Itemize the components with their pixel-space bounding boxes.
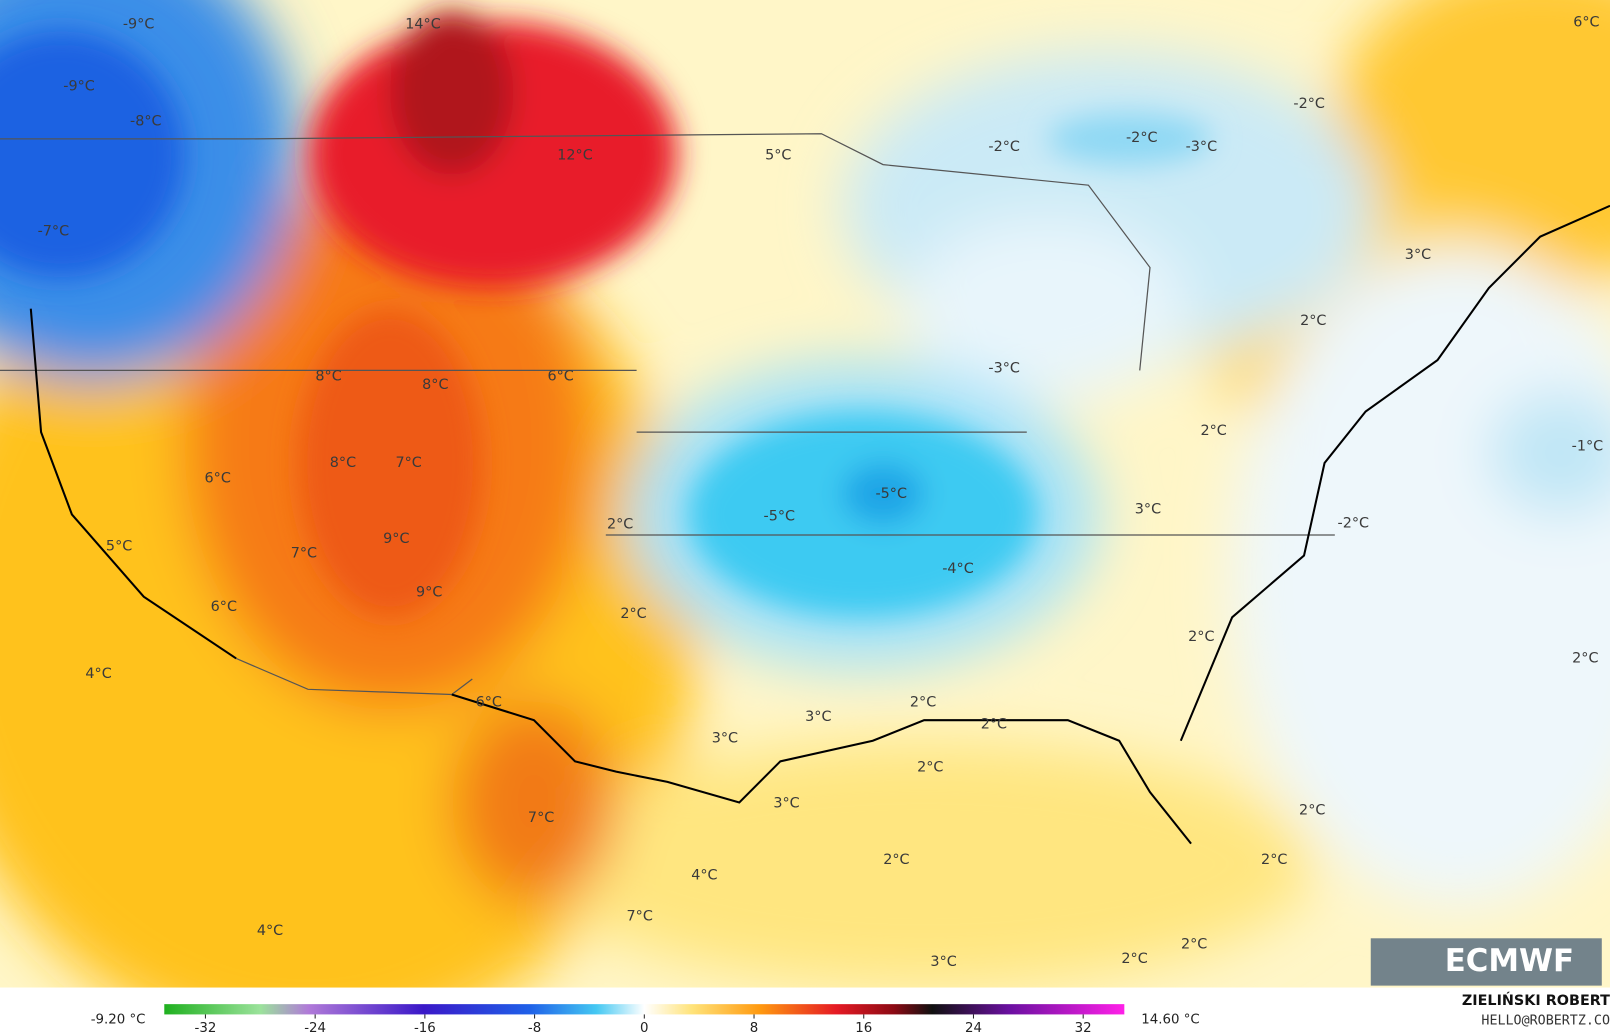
temperature-label: -5°C: [875, 486, 907, 502]
colorbar-max-label: 14.60 °C: [1141, 1013, 1199, 1028]
contact: HELLO@ROBERTZ.CO: [1481, 1014, 1610, 1029]
temperature-label: 2°C: [1299, 803, 1325, 819]
temperature-label: 14°C: [405, 17, 440, 33]
temperature-label: 6°C: [547, 369, 573, 385]
colorbar-min-label: -9.20 °C: [91, 1013, 146, 1028]
temperature-label: -2°C: [988, 139, 1020, 155]
temperature-label: 4°C: [691, 868, 717, 884]
temperature-label: 2°C: [917, 759, 943, 775]
temperature-label: 3°C: [930, 954, 956, 970]
temperature-label: -9°C: [63, 78, 95, 94]
temperature-label: 5°C: [106, 538, 132, 554]
temperature-label: -2°C: [1126, 130, 1158, 146]
colorbar-tick-label: -8: [528, 1021, 541, 1035]
temperature-label: -4°C: [942, 561, 974, 577]
temperature-label: -1°C: [1572, 439, 1604, 455]
temperature-label: 6°C: [205, 470, 231, 486]
logo-box: [1370, 938, 1602, 986]
temperature-label: 4°C: [85, 666, 111, 682]
temperature-label: 7°C: [627, 909, 653, 925]
temperature-label: 8°C: [315, 369, 341, 385]
temperature-label: 8°C: [330, 455, 356, 471]
temperature-label: 7°C: [395, 455, 421, 471]
temperature-label: 2°C: [1188, 629, 1214, 645]
colorbar-tick-label: 32: [1075, 1021, 1092, 1035]
temperature-label: 6°C: [211, 599, 237, 615]
author: ZIELIŃSKI ROBERT: [1462, 991, 1610, 1009]
colorbar-tick-label: -24: [304, 1021, 326, 1035]
temperature-label: 2°C: [1121, 951, 1147, 967]
colorbar-tick-label: 0: [640, 1021, 648, 1035]
colorbar-tick-label: -16: [414, 1021, 436, 1035]
colorbar-tick-label: 16: [855, 1021, 872, 1035]
temperature-label: 3°C: [773, 796, 799, 812]
temperature-label: 2°C: [910, 695, 936, 711]
temperature-label: -2°C: [1293, 96, 1325, 112]
temperature-label: 6°C: [1573, 15, 1599, 31]
temperature-label: -9°C: [123, 17, 155, 33]
temperature-label: 12°C: [557, 147, 592, 163]
temperature-label: 2°C: [1181, 936, 1207, 952]
temperature-label: 9°C: [383, 531, 409, 547]
colorbar-tick-label: 8: [750, 1021, 758, 1035]
temperature-label: -5°C: [764, 508, 796, 524]
temperature-label: 2°C: [1261, 852, 1287, 868]
temperature-label: 2°C: [1572, 650, 1598, 666]
temperature-label: 2°C: [1300, 313, 1326, 329]
temperature-label: 2°C: [607, 517, 633, 533]
colorbar: [164, 1004, 1125, 1015]
temperature-label: 4°C: [257, 923, 283, 939]
temperature-label: 6°C: [476, 695, 502, 711]
temperature-label: 7°C: [291, 546, 317, 562]
colorbar-tick-label: 24: [965, 1021, 982, 1035]
temperature-label: 2°C: [883, 852, 909, 868]
temperature-label: 8°C: [422, 377, 448, 393]
temperature-label: -3°C: [988, 360, 1020, 376]
temperature-labels: -9°C -9°C -8°C -7°C 14°C 12°C 5°C -2°C -2°C -3°C -…: [38, 15, 1604, 970]
temperature-label: 2°C: [981, 716, 1007, 732]
temperature-label: 7°C: [528, 810, 554, 826]
temperature-label: -3°C: [1186, 139, 1218, 155]
temperature-label: 3°C: [712, 731, 738, 747]
temperature-label: 3°C: [1135, 501, 1161, 517]
temperature-label: -2°C: [1338, 516, 1370, 532]
temperature-label: 3°C: [805, 709, 831, 725]
temperature-label: 3°C: [1405, 247, 1431, 263]
temperature-label: -7°C: [38, 223, 70, 239]
logo: ECMWF: [1445, 943, 1574, 979]
temperature-label: 2°C: [620, 606, 646, 622]
temperature-label: 9°C: [416, 585, 442, 601]
temperature-label: 5°C: [765, 147, 791, 163]
temperature-label: 2°C: [1200, 423, 1226, 439]
colorbar-tick-label: -32: [195, 1021, 217, 1035]
temperature-label: -8°C: [130, 113, 162, 129]
